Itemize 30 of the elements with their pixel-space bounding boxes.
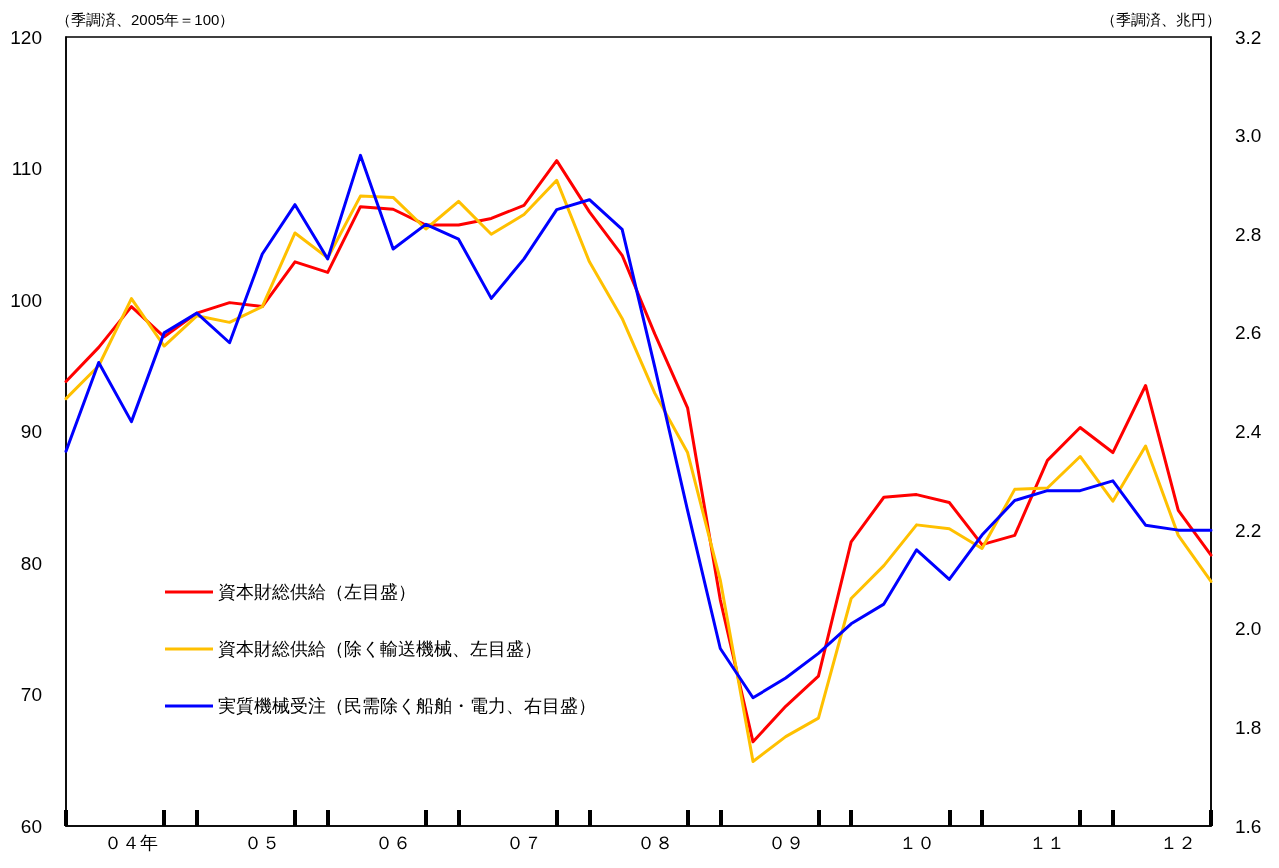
x-tick-label: ０９ [767,833,804,853]
x-tick-label: ０８ [636,833,673,853]
y-axis-title: （季調済、2005年＝100） [56,11,235,28]
y2-tick-label: 2.4 [1235,421,1262,442]
x-tick-label: １０ [898,833,935,853]
x-tick-label: ０６ [375,833,412,853]
x-tick-label: １２ [1160,833,1197,853]
y2-tick-label: 2.8 [1235,223,1262,245]
y2-axis-title: （季調済、兆円） [1101,11,1221,28]
y2-tick-label: 2.2 [1235,519,1262,541]
y-tick-label: 60 [20,815,42,837]
y2-tick-label: 1.8 [1235,716,1262,738]
y2-tick-label: 1.6 [1235,815,1262,837]
x-tick-label: １１ [1029,833,1066,853]
legend-label: 実質機械受注（民需除く船舶・電力、右目盛） [218,696,596,716]
x-tick-label: ０５ [244,833,281,853]
y-tick-label: 120 [10,26,42,48]
y2-tick-label: 2.6 [1235,322,1262,344]
legend-label: 資本財総供給（左目盛） [218,582,416,602]
y2-tick-label: 2.0 [1235,618,1262,640]
y-tick-label: 100 [10,289,42,311]
y-tick-label: 90 [20,421,42,442]
y-tick-label: 110 [11,158,42,179]
y2-tick-label: 3.2 [1235,26,1262,48]
y-tick-label: 80 [20,552,42,574]
y-tick-label: 70 [20,684,42,705]
x-tick-label: ０４年 [104,833,159,853]
legend-label: 資本財総供給（除く輸送機械、左目盛） [218,639,542,659]
x-tick-label: ０７ [506,833,542,853]
y2-tick-label: 3.0 [1235,125,1262,147]
